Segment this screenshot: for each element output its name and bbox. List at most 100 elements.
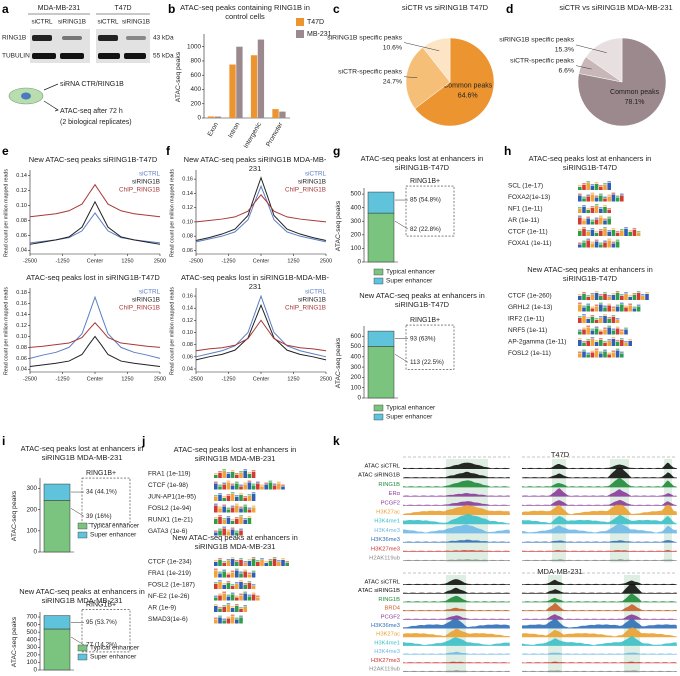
x-tick-label: -1250 [221, 258, 235, 264]
pie-slice [422, 37, 451, 83]
track-signal [403, 493, 510, 497]
logo-letter [603, 196, 607, 199]
track-signal [403, 637, 510, 646]
track-name: RING1B [378, 597, 400, 603]
y-tick-label: 100 [26, 659, 37, 666]
scheme-label: (2 biological replicates) [60, 119, 132, 126]
logo-letter [235, 584, 239, 589]
logo-letter [594, 184, 599, 190]
panel-label: k [333, 434, 340, 448]
logo-letter [222, 471, 226, 478]
logo-letter [603, 229, 607, 236]
logo-letter [615, 231, 620, 233]
logo-letter [611, 228, 616, 230]
motif-name: FOXA2(1e-13) [508, 194, 550, 201]
logo-letter [582, 305, 586, 308]
logo-letter [590, 306, 595, 309]
panel-label: g [333, 144, 340, 158]
scheme-label: ATAC-seq after 72 h [60, 108, 123, 115]
logo-letter [235, 517, 239, 519]
logo-letter [615, 197, 620, 202]
logo-letter [594, 204, 599, 206]
logo-letter [620, 351, 624, 354]
chart-title: ATAC-seq peaks lost at enhancers in siRI… [360, 154, 484, 172]
logo-letter [607, 240, 611, 248]
motif-name: AR (1e-11) [508, 217, 539, 224]
logo-letter [586, 303, 590, 306]
x-tick-label: -1250 [221, 376, 235, 382]
logo-letter [218, 515, 222, 517]
y-axis-label: Read count per million mapped reads [169, 169, 175, 257]
logo-letter [578, 207, 582, 209]
logo-letter [235, 606, 239, 612]
track-signal [403, 559, 510, 561]
logo-letter [578, 318, 582, 323]
arrow-head [54, 107, 59, 112]
logo-letter [599, 231, 603, 236]
logo-letter [611, 330, 616, 335]
logo-letter [235, 562, 239, 566]
logo-letter [607, 341, 611, 346]
bar [250, 55, 258, 118]
track-signal [522, 523, 677, 534]
logo-letter [264, 561, 268, 563]
chart-title: New ATAC-seq peaks siRING1B-T47D [28, 155, 158, 164]
track-signal [522, 584, 677, 594]
logo-letter [599, 294, 603, 296]
cell-line-label: MDA-MB-231 [38, 5, 81, 12]
logo-letter [230, 614, 235, 617]
logo-letter [214, 497, 218, 501]
y-tick-label: 100 [26, 527, 37, 534]
protein-label: RING1B [2, 35, 26, 42]
logo-letter [582, 227, 586, 229]
logo-letter [222, 571, 226, 578]
logo-letter [607, 295, 611, 297]
logo-letter [586, 196, 590, 202]
track-signal [522, 670, 677, 672]
logo-letter [222, 496, 226, 498]
bar-segment [43, 628, 71, 671]
annotation-label: 93 (63%) [410, 335, 436, 342]
legend-label: ChIP_RING1B [285, 305, 326, 312]
x-tick-label: -2500 [189, 258, 203, 264]
logo-letter [226, 482, 231, 490]
logo-letter [218, 582, 222, 589]
legend-label: siRING1B [298, 179, 326, 186]
logo-letter [607, 210, 611, 213]
motif-name: FRA1 (1e-219) [148, 570, 191, 577]
y-tick-label: 400 [350, 204, 361, 211]
logo-letter [590, 328, 595, 331]
logo-letter [590, 337, 595, 339]
y-tick-label: 300 [26, 485, 37, 492]
x-tick-label: -2500 [23, 376, 37, 382]
logo-letter [615, 328, 620, 335]
logo-letter [214, 597, 218, 601]
logo-letter [599, 338, 603, 340]
logo-letter [582, 294, 586, 300]
logo-letter [214, 617, 218, 620]
logo-letter [247, 581, 252, 583]
logo-letter [222, 518, 226, 520]
logo-letter [615, 304, 620, 307]
x-tick-label: Intergenic [243, 121, 264, 150]
logo-letter [214, 495, 218, 497]
logo-letter [628, 339, 632, 341]
y-tick-label: 0.14 [182, 306, 193, 312]
logo-letter [603, 349, 607, 352]
logo-letter [603, 183, 607, 185]
track-signal [403, 514, 510, 525]
logo-letter [594, 320, 599, 323]
logo-letter [222, 620, 226, 624]
logo-letter [578, 242, 582, 245]
logo-letter [235, 597, 239, 601]
logo-letter [251, 557, 256, 559]
logo-letter [615, 340, 620, 342]
logo-letter [590, 219, 595, 222]
logo-letter [222, 469, 226, 471]
band [124, 53, 146, 59]
logo-letter [620, 229, 624, 231]
logo-letter [632, 308, 637, 312]
motif-name: NRF5 (1e-11) [508, 327, 547, 334]
logo-letter [624, 307, 628, 312]
logo-letter [230, 559, 235, 566]
